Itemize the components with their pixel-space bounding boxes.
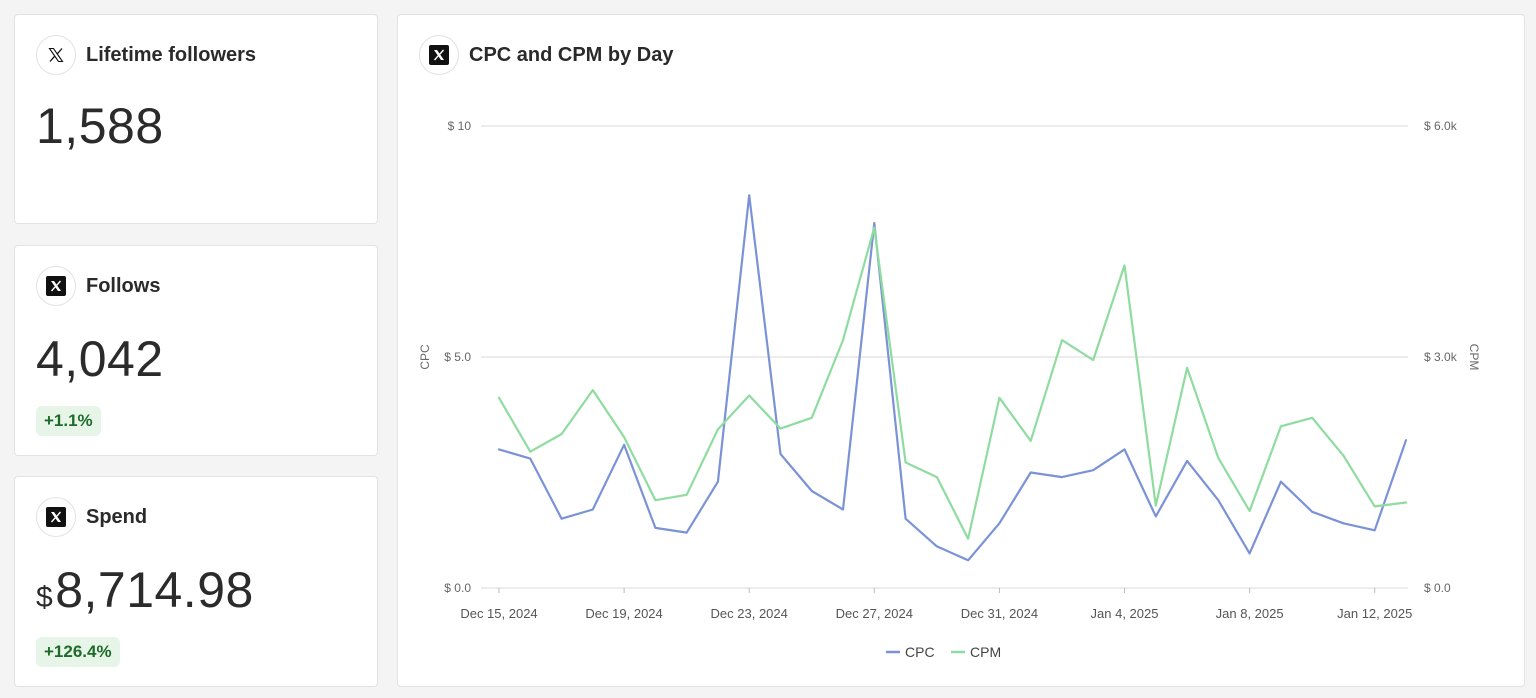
x-logo-outline-icon: [36, 35, 76, 75]
change-badge: +126.4%: [36, 637, 120, 667]
currency-symbol: $: [36, 581, 54, 614]
x-tick-label: Jan 4, 2025: [1091, 606, 1159, 621]
line-chart: $ 0.0 $ 5.0 $ 10 $ 0.0 $ 3.0k $ 6.0k CPC CPM Dec…: [418, 119, 1481, 660]
x-tick-label: Jan 8, 2025: [1216, 606, 1284, 621]
x-logo-filled-icon: [419, 35, 459, 75]
series-line-cpm: [497, 226, 1408, 540]
chart-header: CPC and CPM by Day: [419, 35, 673, 75]
follows-card: Follows 4,042 +1.1%: [14, 245, 378, 456]
y-left-axis-label: CPC: [418, 344, 432, 370]
y-left-tick-label: $ 5.0: [444, 350, 471, 364]
x-logo-filled-icon: [36, 497, 76, 537]
x-tick-label: Dec 31, 2024: [961, 606, 1038, 621]
chart-title: CPC and CPM by Day: [469, 43, 674, 66]
x-tick-label: Dec 23, 2024: [711, 606, 788, 621]
card-title: Lifetime followers: [86, 43, 257, 66]
card-header: Lifetime followers: [36, 35, 256, 75]
y-right-tick-label: $ 3.0k: [1424, 350, 1458, 364]
y-right-tick-label: $ 6.0k: [1424, 119, 1458, 133]
card-title: Follows: [86, 274, 161, 297]
series-line-cpc: [497, 194, 1408, 562]
change-badge: +1.1%: [36, 406, 101, 436]
lifetime-followers-card: Lifetime followers 1,588: [14, 14, 378, 224]
spend-value: $8,714.98: [36, 561, 254, 619]
legend-label: CPC: [905, 644, 935, 660]
y-left-tick-label: $ 10: [448, 119, 472, 133]
x-tick-label: Dec 15, 2024: [460, 606, 537, 621]
follows-value: 4,042: [36, 331, 164, 387]
card-header: Spend: [36, 497, 147, 537]
y-right-axis-label: CPM: [1467, 344, 1481, 371]
y-right-tick-label: $ 0.0: [1424, 581, 1451, 595]
card-title: Spend: [86, 505, 148, 528]
spend-card: Spend $8,714.98 +126.4%: [14, 476, 378, 687]
legend-label: CPM: [970, 644, 1001, 660]
y-left-tick-label: $ 0.0: [444, 581, 471, 595]
chart-panel: CPC and CPM by Day $ 0.0 $ 5.0 $ 10 $ 0.0 $ …: [397, 14, 1525, 687]
spend-amount: 8,714.98: [55, 562, 254, 618]
lifetime-followers-value: 1,588: [36, 98, 164, 154]
x-tick-label: Jan 12, 2025: [1337, 606, 1412, 621]
card-header: Follows: [36, 266, 160, 306]
x-tick-label: Dec 27, 2024: [836, 606, 913, 621]
x-tick-label: Dec 19, 2024: [585, 606, 662, 621]
x-logo-filled-icon: [36, 266, 76, 306]
